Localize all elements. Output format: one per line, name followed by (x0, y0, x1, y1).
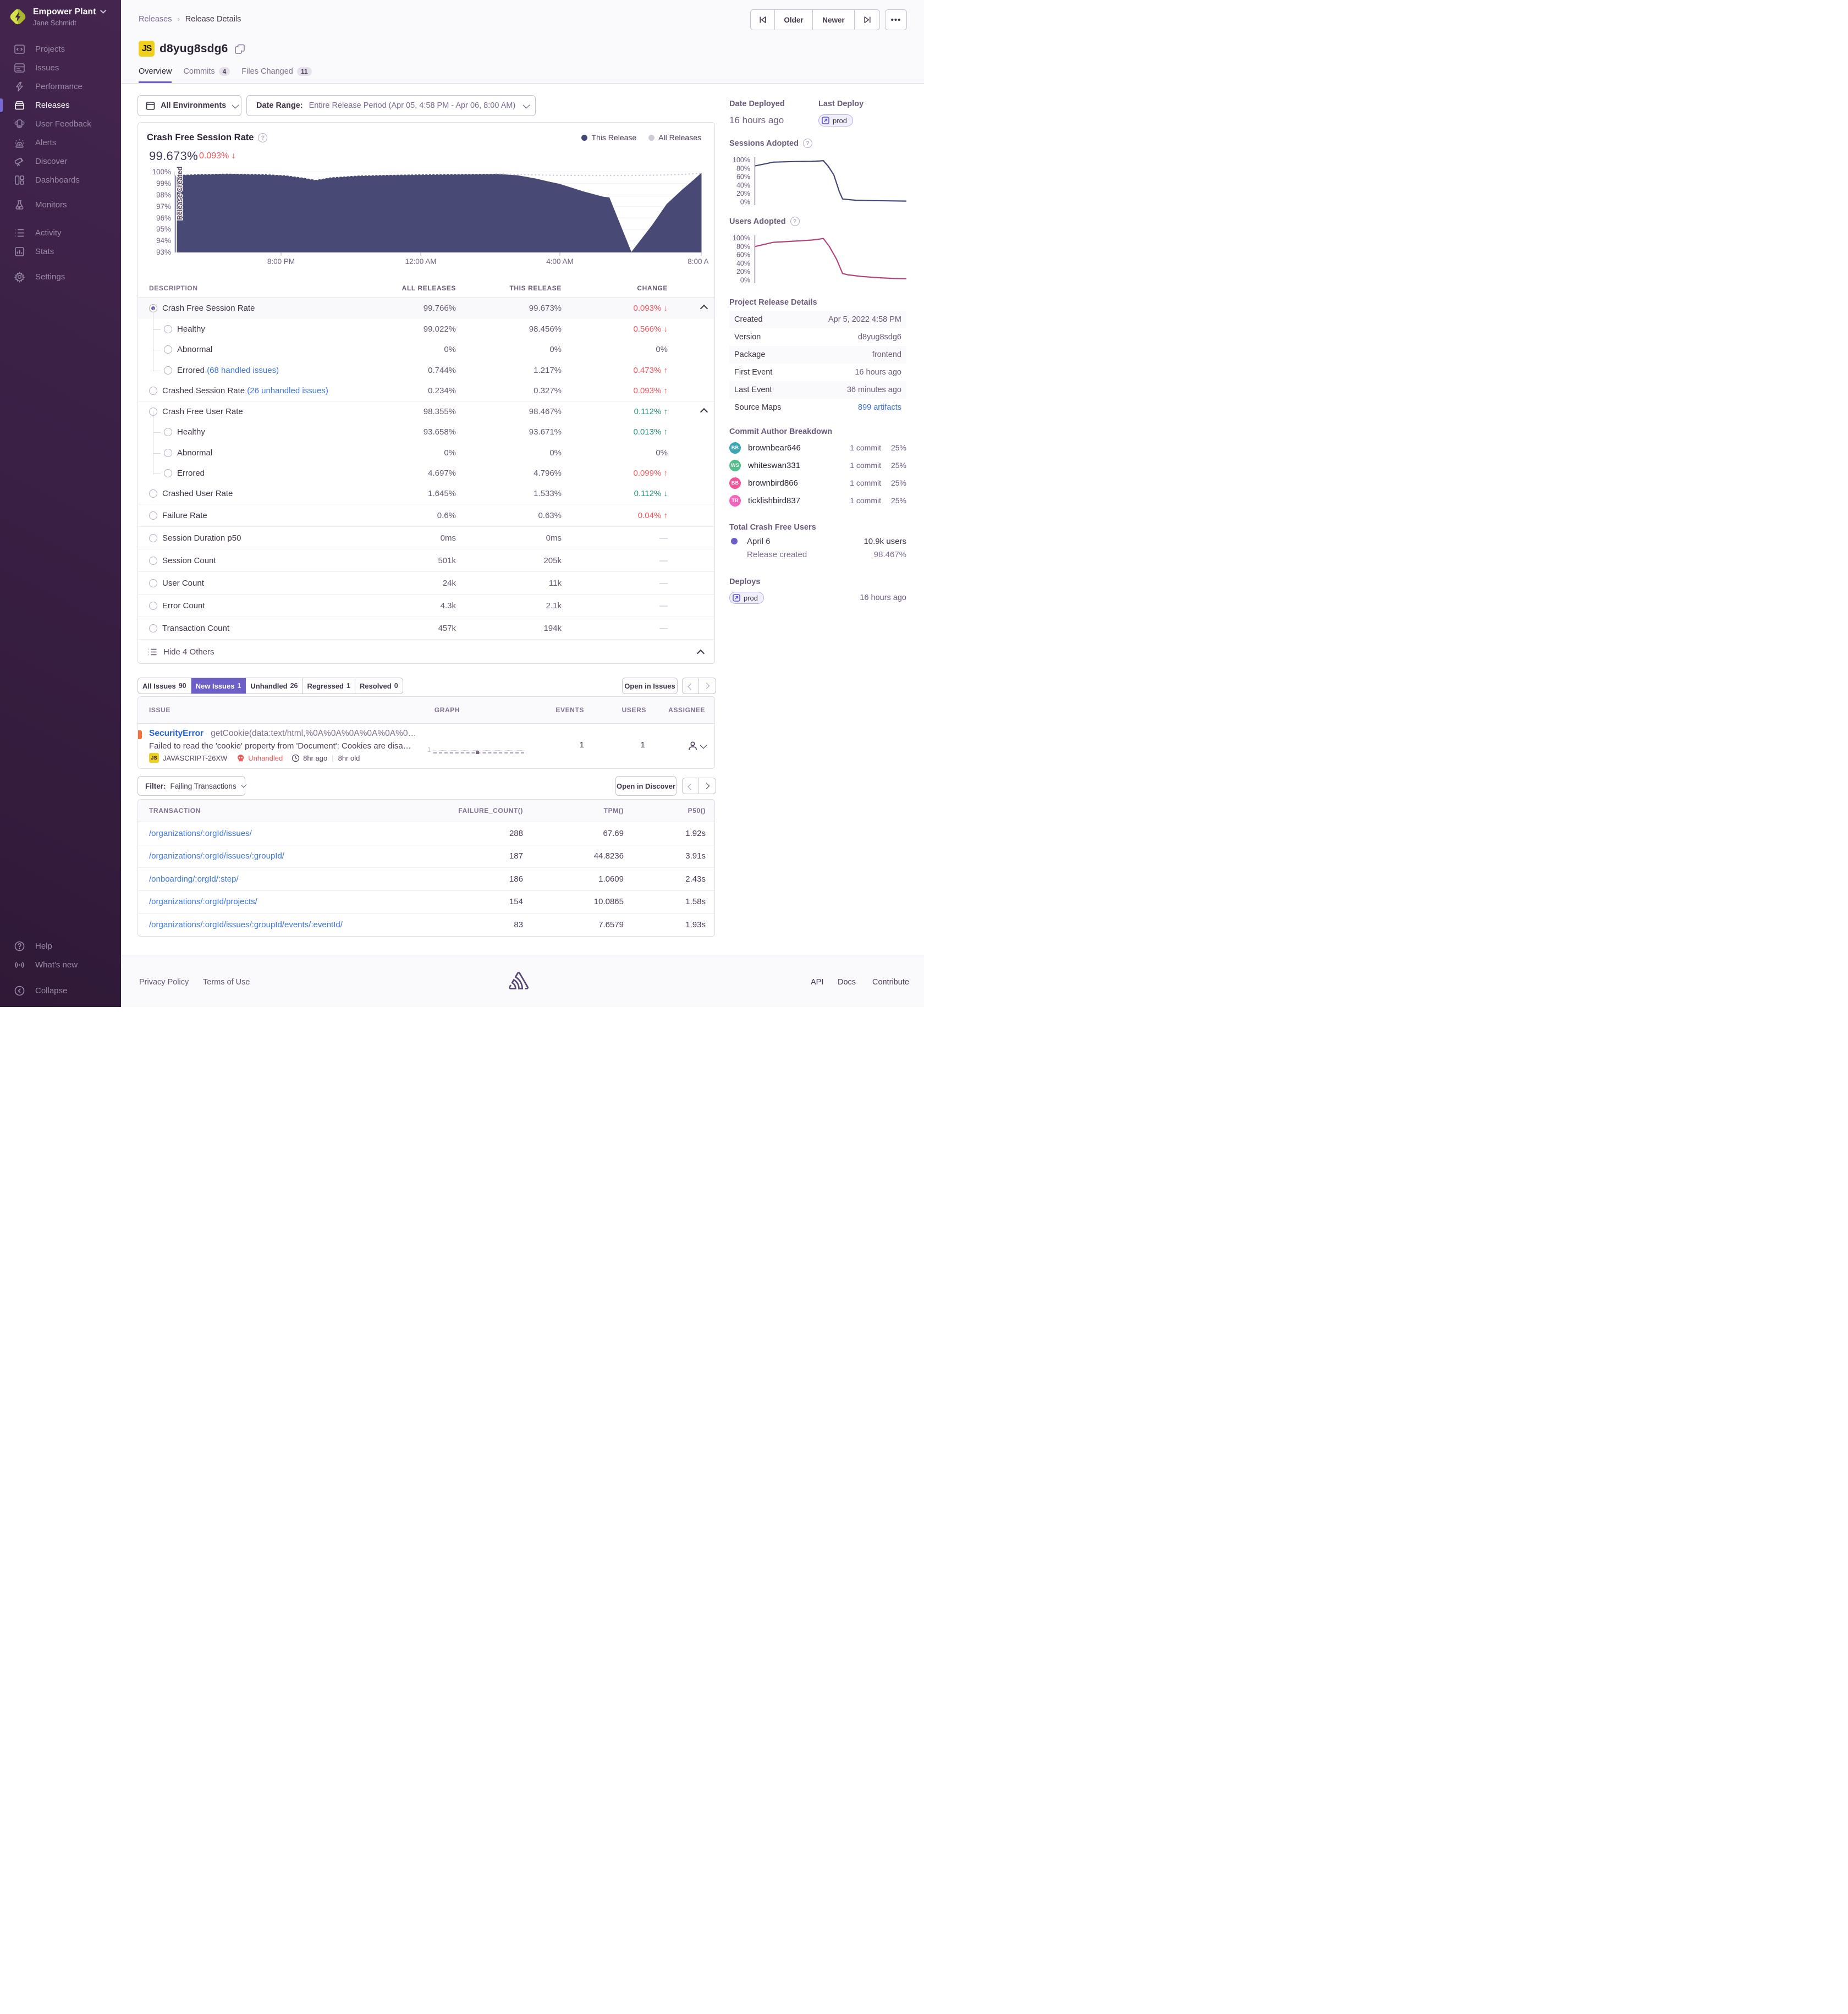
svg-text:100%: 100% (152, 168, 171, 176)
svg-text:40%: 40% (736, 260, 750, 267)
svg-text:0%: 0% (740, 199, 750, 206)
svg-text:96%: 96% (156, 214, 171, 222)
svg-text:98%: 98% (156, 191, 171, 199)
svg-text:Release Created: Release Created (176, 167, 184, 220)
svg-text:60%: 60% (736, 251, 750, 259)
svg-text:100%: 100% (733, 234, 750, 242)
svg-text:100%: 100% (733, 156, 750, 164)
svg-text:94%: 94% (156, 236, 171, 245)
svg-text:97%: 97% (156, 202, 171, 211)
svg-text:12:00 AM: 12:00 AM (405, 257, 436, 266)
svg-text:60%: 60% (736, 173, 750, 181)
svg-text:80%: 80% (736, 243, 750, 250)
svg-text:95%: 95% (156, 225, 171, 233)
svg-text:20%: 20% (736, 268, 750, 276)
svg-text:4:00 AM: 4:00 AM (546, 257, 574, 266)
svg-text:93%: 93% (156, 248, 171, 256)
svg-text:99%: 99% (156, 179, 171, 188)
svg-text:8:00 PM: 8:00 PM (267, 257, 295, 266)
svg-text:20%: 20% (736, 190, 750, 197)
svg-text:0%: 0% (740, 277, 750, 284)
svg-text:8:00 AM: 8:00 AM (688, 257, 708, 266)
svg-text:80%: 80% (736, 164, 750, 172)
svg-text:40%: 40% (736, 181, 750, 189)
